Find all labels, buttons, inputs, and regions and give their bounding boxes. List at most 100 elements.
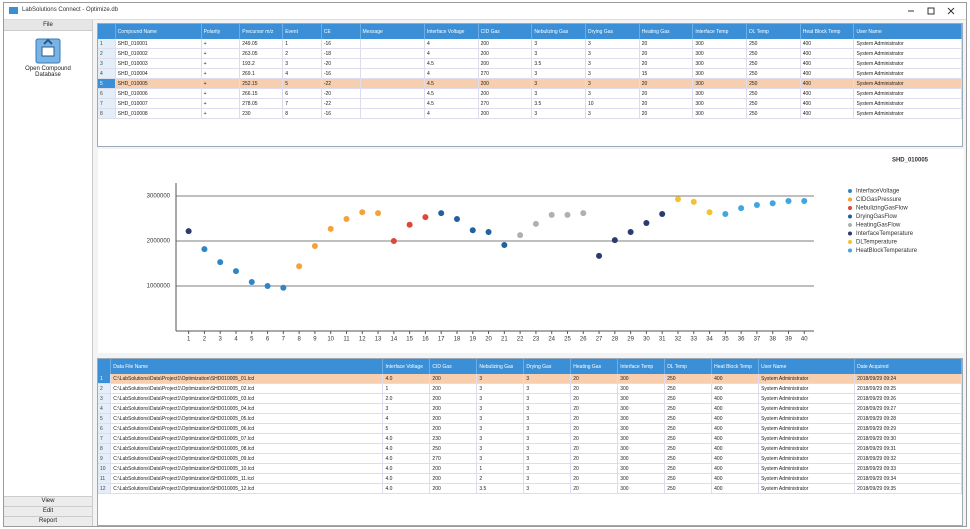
column-header[interactable]: Date Acquired bbox=[854, 359, 962, 374]
x-tick-label: 8 bbox=[297, 337, 301, 343]
column-header[interactable]: Nebulizing Gas bbox=[531, 24, 586, 39]
cell: 3 bbox=[585, 78, 640, 89]
open-compound-button[interactable]: Open Compound Database bbox=[12, 38, 84, 78]
data-point bbox=[580, 210, 587, 217]
column-header[interactable]: CID Gas bbox=[429, 359, 478, 374]
table-row[interactable]: 3 C:\LabSolutions\Data\Project1\Optimizat… bbox=[98, 393, 962, 404]
table-row[interactable]: 6 SHD_010006 +266.15 6 -20 4.5 200 3 3 20 300 250 40… bbox=[98, 88, 962, 99]
table-row[interactable]: 7 C:\LabSolutions\Data\Project1\Optimizat… bbox=[98, 433, 962, 444]
cell: 5 bbox=[382, 423, 431, 434]
table-row[interactable]: 5 SHD_010005 +252.15 5 -22 4.5 200 3 3 20 300 250 40… bbox=[98, 78, 962, 89]
column-header[interactable]: DL Temp bbox=[664, 359, 713, 374]
table-row[interactable]: 2 SHD_010002 +263.05 2 -18 4 200 3 3 20 300 250 400 S… bbox=[98, 48, 962, 59]
cell: 250 bbox=[664, 463, 713, 474]
table-row[interactable]: 4 C:\LabSolutions\Data\Project1\Optimizat… bbox=[98, 403, 962, 414]
cell: 400 bbox=[800, 98, 855, 109]
column-header[interactable]: Compound Name bbox=[115, 24, 202, 39]
x-tick-label: 22 bbox=[517, 337, 524, 343]
table-row[interactable]: 10 C:\LabSolutions\Data\Project1\Optimiza… bbox=[98, 463, 962, 474]
cell: 3 bbox=[282, 58, 322, 69]
column-header[interactable]: User Name bbox=[758, 359, 856, 374]
data-point bbox=[343, 215, 350, 222]
row-number: 5 bbox=[98, 413, 112, 424]
table-row[interactable]: 9 C:\LabSolutions\Data\Project1\Optimizat… bbox=[98, 453, 962, 464]
column-header[interactable]: Heating Gas bbox=[639, 24, 694, 39]
cell: 193.2 bbox=[239, 58, 284, 69]
column-header[interactable]: Heat Block Temp bbox=[800, 24, 855, 39]
column-header[interactable]: Polarity bbox=[201, 24, 241, 39]
cell: 4 bbox=[382, 413, 431, 424]
cell: 300 bbox=[692, 48, 748, 59]
cell: + bbox=[201, 98, 241, 109]
window-controls[interactable] bbox=[902, 4, 962, 18]
cell: 250 bbox=[664, 453, 713, 464]
cell: C:\LabSolutions\Data\Project1\Optimizati… bbox=[110, 443, 384, 454]
cell: 3 bbox=[523, 374, 572, 384]
data-point bbox=[690, 198, 697, 205]
table-row[interactable]: 12 C:\LabSolutions\Data\Project1\Optimiza… bbox=[98, 483, 962, 494]
cell: 7 bbox=[282, 98, 322, 109]
table-row[interactable]: 2 C:\LabSolutions\Data\Project1\Optimizat… bbox=[98, 383, 962, 394]
table-row[interactable]: 7 SHD_010007 +278.05 7 -22 4.5 270 3.5 10 20 300 25… bbox=[98, 98, 962, 109]
table-row[interactable]: 1 SHD_010001 +249.05 1 -16 4 200 3 3 20 300 250 400 S… bbox=[98, 39, 962, 49]
column-header[interactable]: CID Gas bbox=[478, 24, 533, 39]
cell: 3 bbox=[531, 68, 586, 79]
app-icon bbox=[9, 7, 18, 14]
cell: System Administrator bbox=[758, 393, 856, 404]
cell: 3 bbox=[523, 443, 572, 454]
column-header[interactable]: Event bbox=[282, 24, 322, 39]
table-row[interactable]: 4 SHD_010004 +269.1 4 -16 4 270 3 3 15 300 250 400 Sy… bbox=[98, 68, 962, 79]
sidebar-tab[interactable]: Report bbox=[4, 516, 92, 526]
column-header[interactable]: User Name bbox=[853, 24, 962, 39]
table-row[interactable]: 11 C:\LabSolutions\Data\Project1\Optimiza… bbox=[98, 473, 962, 484]
column-header[interactable]: Precursor m/z bbox=[239, 24, 284, 39]
column-header[interactable]: Interface Temp bbox=[692, 24, 748, 39]
cell: 3.5 bbox=[531, 98, 586, 109]
table-row[interactable]: 8 SHD_010008 +230 8 -16 4 200 3 3 20 300 250 400 Syst… bbox=[98, 108, 962, 119]
cell: C:\LabSolutions\Data\Project1\Optimizati… bbox=[110, 413, 384, 424]
column-header[interactable]: Nebulizing Gas bbox=[476, 359, 525, 374]
column-header[interactable]: Interface Voltage bbox=[382, 359, 431, 374]
cell: 200 bbox=[478, 48, 533, 59]
column-header[interactable]: Heat Block Temp bbox=[711, 359, 760, 374]
x-tick-label: 1 bbox=[187, 337, 191, 343]
column-header[interactable]: Drying Gas bbox=[585, 24, 640, 39]
data-point bbox=[532, 220, 539, 227]
cell: 400 bbox=[711, 423, 760, 434]
cell: 300 bbox=[692, 88, 748, 99]
table-row[interactable]: 1 C:\LabSolutions\Data\Project1\Optimizat… bbox=[98, 374, 962, 384]
cell: + bbox=[201, 39, 241, 49]
table-row[interactable]: 3 SHD_010003 +193.2 3 -20 4.5 200 3.5 3 20 300 250 4… bbox=[98, 58, 962, 69]
cell: 230 bbox=[429, 433, 478, 444]
cell: 200 bbox=[429, 483, 478, 494]
table-row[interactable]: 8 C:\LabSolutions\Data\Project1\Optimizat… bbox=[98, 443, 962, 454]
sidebar-tab[interactable]: View bbox=[4, 496, 92, 506]
cell: 250 bbox=[664, 413, 713, 424]
row-number: 7 bbox=[98, 433, 112, 444]
file-menu[interactable]: File bbox=[4, 20, 92, 31]
cell: 3 bbox=[382, 403, 431, 414]
cell: 250 bbox=[664, 393, 713, 404]
cell: 4 bbox=[424, 68, 479, 79]
cell bbox=[360, 88, 425, 99]
column-header[interactable]: CE bbox=[321, 24, 361, 39]
column-header[interactable]: DL Temp bbox=[746, 24, 801, 39]
column-header[interactable]: Interface Temp bbox=[617, 359, 666, 374]
table-row[interactable]: 5 C:\LabSolutions\Data\Project1\Optimizat… bbox=[98, 413, 962, 424]
column-header[interactable] bbox=[98, 359, 112, 374]
cell: SHD_010008 bbox=[115, 108, 202, 119]
data-file-table: Data File Name Interface Voltage CID Gas Ne… bbox=[97, 358, 963, 526]
cell: 20 bbox=[570, 453, 619, 464]
column-header[interactable]: Heating Gas bbox=[570, 359, 619, 374]
column-header[interactable]: Interface Voltage bbox=[424, 24, 479, 39]
data-point bbox=[327, 225, 334, 232]
cell: 300 bbox=[617, 473, 666, 484]
table-row[interactable]: 6 C:\LabSolutions\Data\Project1\Optimizat… bbox=[98, 423, 962, 434]
sidebar-tab[interactable]: Edit bbox=[4, 506, 92, 516]
column-header[interactable] bbox=[98, 24, 116, 39]
column-header[interactable]: Data File Name bbox=[110, 359, 384, 374]
column-header[interactable]: Drying Gas bbox=[523, 359, 572, 374]
column-header[interactable]: Message bbox=[360, 24, 425, 39]
cell: 1 bbox=[476, 463, 525, 474]
data-point bbox=[280, 284, 287, 291]
